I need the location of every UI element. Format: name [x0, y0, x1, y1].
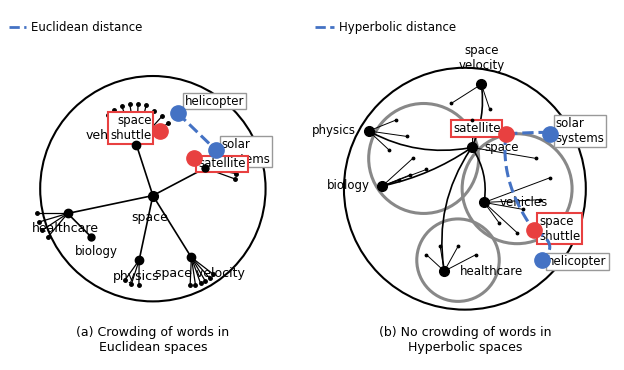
Text: space: space [132, 211, 168, 224]
Text: (b) No crowding of words in
Hyperbolic spaces: (b) No crowding of words in Hyperbolic s… [379, 326, 551, 354]
Text: vehicles: vehicles [499, 196, 547, 209]
Text: space: space [484, 141, 519, 154]
Text: space
shuttle: space shuttle [539, 215, 580, 243]
Text: space
shuttle: space shuttle [110, 114, 152, 142]
Text: helicopter: helicopter [185, 95, 244, 108]
Text: space
velocity: space velocity [458, 44, 504, 72]
Text: vehicles: vehicles [86, 129, 137, 142]
Text: healthcare: healthcare [31, 222, 99, 235]
Text: satellite: satellite [453, 122, 500, 135]
Text: space velocity: space velocity [155, 267, 245, 280]
Text: biology: biology [75, 245, 118, 258]
Text: (a) Crowding of words in
Euclidean spaces: (a) Crowding of words in Euclidean space… [76, 326, 230, 354]
Text: satellite: satellite [198, 158, 246, 171]
Text: helicopter: helicopter [547, 255, 607, 268]
Text: Hyperbolic distance: Hyperbolic distance [339, 20, 457, 34]
Text: solar
systems: solar systems [555, 117, 605, 145]
Text: healthcare: healthcare [459, 265, 523, 278]
Text: physics: physics [312, 124, 356, 138]
Text: biology: biology [327, 179, 370, 192]
Text: solar
systems: solar systems [222, 138, 270, 166]
Text: Euclidean distance: Euclidean distance [31, 20, 142, 34]
Text: physics: physics [113, 270, 160, 283]
